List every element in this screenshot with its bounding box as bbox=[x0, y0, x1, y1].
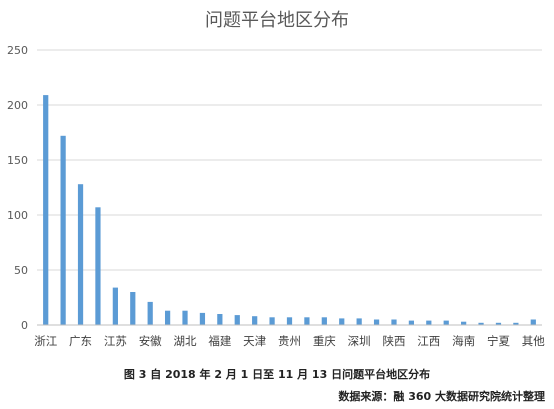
bar-13 bbox=[269, 317, 275, 325]
x-tick-label-22: 江西 bbox=[417, 334, 440, 348]
bar-10 bbox=[217, 314, 223, 325]
y-tick-label-5: 250 bbox=[7, 44, 28, 57]
bar-4 bbox=[112, 287, 118, 325]
x-tick-label-20: 陕西 bbox=[382, 334, 405, 348]
x-tick-label-18: 深圳 bbox=[348, 334, 371, 348]
bar-24 bbox=[461, 321, 467, 325]
bar-2 bbox=[77, 184, 84, 325]
bar-22 bbox=[426, 320, 432, 325]
bar-7 bbox=[164, 310, 171, 325]
y-axis-ticks: 0 50 100 150 200 250 bbox=[7, 44, 28, 332]
bar-19 bbox=[373, 319, 380, 325]
y-tick-label-1: 50 bbox=[14, 264, 28, 277]
bar-8 bbox=[182, 310, 188, 325]
x-tick-label-14: 贵州 bbox=[278, 334, 301, 348]
bar-6 bbox=[147, 301, 153, 325]
x-tick-label-6: 安徽 bbox=[139, 334, 162, 348]
chart-title: 问题平台地区分布 bbox=[205, 10, 349, 31]
bars bbox=[43, 95, 536, 325]
y-tick-label-3: 150 bbox=[7, 154, 28, 167]
bar-16 bbox=[321, 317, 327, 325]
x-tick-label-0: 浙江 bbox=[34, 334, 57, 348]
x-tick-label-8: 湖北 bbox=[174, 334, 197, 348]
y-tick-label-2: 100 bbox=[7, 209, 28, 222]
bar-14 bbox=[286, 317, 293, 325]
bar-23 bbox=[443, 320, 449, 325]
x-tick-label-4: 江苏 bbox=[104, 334, 127, 348]
y-tick-label-0: 0 bbox=[21, 319, 28, 332]
x-tick-label-10: 福建 bbox=[208, 334, 231, 348]
gridlines bbox=[37, 49, 542, 271]
bar-27 bbox=[513, 322, 519, 325]
bar-17 bbox=[339, 318, 345, 325]
x-tick-label-12: 天津 bbox=[243, 334, 266, 348]
x-tick-label-26: 宁夏 bbox=[487, 334, 510, 348]
bar-9 bbox=[199, 312, 206, 325]
bar-28 bbox=[530, 319, 536, 325]
bar-5 bbox=[130, 292, 136, 325]
x-tick-label-24: 海南 bbox=[452, 334, 475, 348]
bar-1 bbox=[60, 135, 66, 325]
x-tick-label-2: 广东 bbox=[69, 334, 92, 348]
bar-18 bbox=[356, 318, 362, 325]
x-axis-labels: 浙江 广东 江苏 安徽 湖北 福建 天津 贵州 重庆 深圳 陕西 江西 海南 宁夏 其他 bbox=[34, 334, 545, 348]
y-tick-label-4: 200 bbox=[7, 99, 28, 112]
figure-caption: 图 3 自 2018 年 2 月 1 日至 11 月 13 日问题平台地区分布 bbox=[124, 367, 430, 381]
bar-26 bbox=[495, 322, 502, 325]
data-source-note: 数据来源：融 360 大数据研究院统计整理 bbox=[338, 389, 545, 403]
bar-20 bbox=[391, 319, 397, 325]
bar-25 bbox=[478, 322, 484, 325]
bar-11 bbox=[234, 315, 240, 325]
x-tick-label-16: 重庆 bbox=[313, 334, 336, 348]
bar-15 bbox=[304, 317, 310, 325]
bar-0 bbox=[43, 95, 49, 325]
bar-3 bbox=[95, 207, 101, 325]
x-tick-label-28: 其他 bbox=[522, 334, 545, 348]
bar-21 bbox=[408, 320, 415, 325]
bar-12 bbox=[252, 316, 258, 325]
